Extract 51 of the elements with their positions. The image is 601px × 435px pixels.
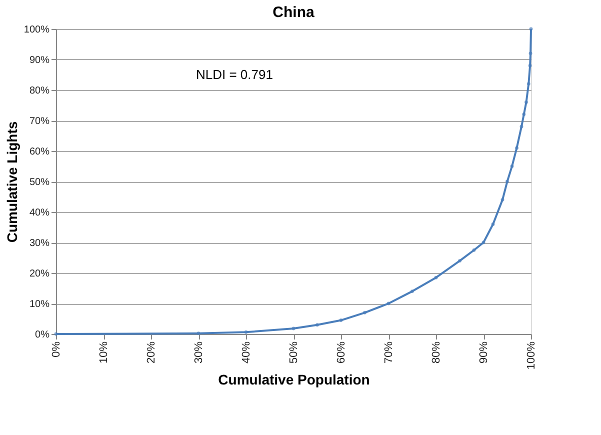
x-tick-label: 20% (146, 341, 158, 364)
point (434, 276, 438, 280)
point (524, 100, 528, 104)
point (528, 52, 532, 56)
y-tick-label: 20% (29, 268, 50, 280)
point (410, 290, 414, 294)
x-tick-label: 100% (526, 341, 538, 370)
point (520, 124, 524, 128)
x-tick-label: 10% (98, 341, 110, 364)
point (528, 64, 532, 68)
x-tick-label: 30% (193, 341, 205, 364)
point (363, 310, 366, 314)
x-tick-label: 80% (430, 341, 442, 364)
point (529, 27, 533, 31)
point (491, 222, 495, 226)
point (510, 164, 514, 168)
point (515, 146, 518, 150)
point (292, 326, 296, 330)
point (316, 323, 319, 327)
y-tick-label: 90% (29, 55, 50, 66)
y-tick-label: 70% (29, 116, 50, 127)
point (472, 248, 476, 252)
point (506, 180, 509, 184)
y-tick-label: 10% (29, 299, 50, 310)
y-tick-label: 40% (29, 208, 50, 218)
x-axis-title: Cumulative Population (218, 372, 370, 388)
chart-title: China (272, 4, 315, 21)
point (196, 332, 200, 336)
y-tick-label: 60% (29, 146, 50, 158)
x-tick-label: 40% (240, 341, 252, 364)
point (526, 82, 530, 86)
x-tick-label: 70% (383, 341, 395, 364)
point (500, 198, 504, 202)
x-tick-label: 50% (288, 341, 300, 364)
y-tick-label: 30% (29, 238, 50, 249)
point (522, 112, 526, 116)
point (482, 240, 486, 244)
y-tick-label: 100% (24, 24, 50, 36)
annotation: NLDI = 0.791 (196, 67, 273, 82)
point (386, 302, 390, 306)
point (458, 259, 462, 263)
y-axis-title: Cumulative Lights (4, 121, 20, 243)
y-tick-label: 80% (29, 86, 50, 96)
point (54, 332, 58, 336)
y-tick-label: 0% (35, 330, 50, 340)
y-tick-label: 50% (29, 177, 50, 188)
point (244, 330, 248, 334)
x-tick-label: 90% (478, 341, 490, 364)
x-tick-label: 0% (50, 341, 62, 358)
point (339, 318, 343, 322)
x-tick-label: 60% (336, 341, 348, 364)
